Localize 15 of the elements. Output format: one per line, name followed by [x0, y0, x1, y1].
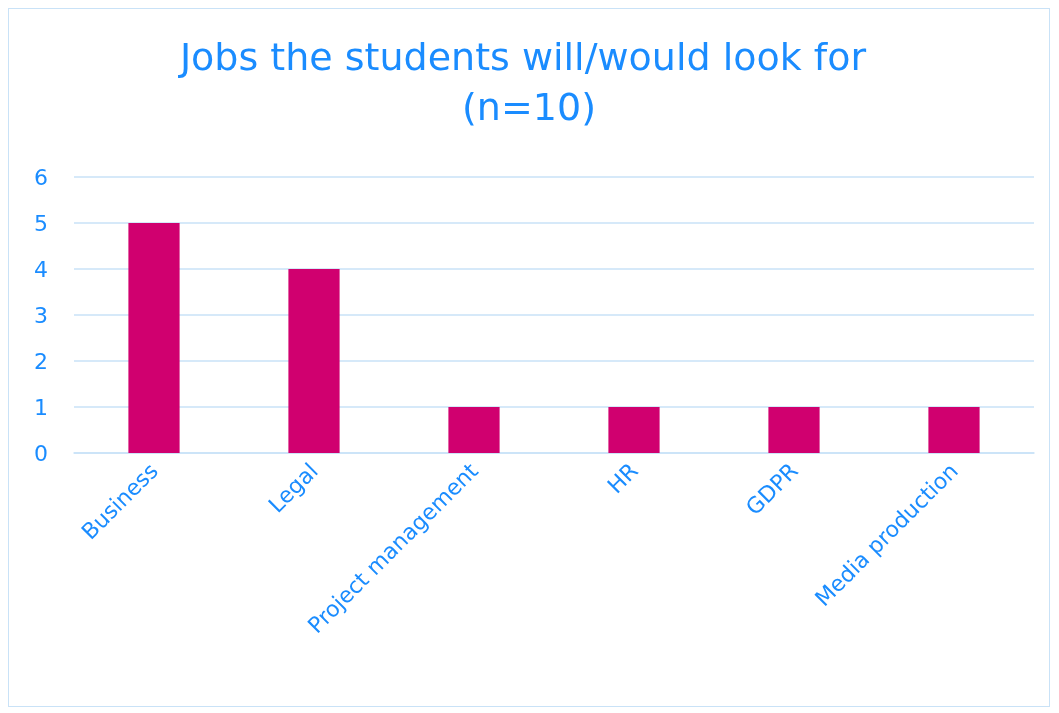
y-tick-label: 2: [34, 348, 48, 374]
y-tick-label: 0: [34, 440, 48, 466]
bar: [768, 407, 820, 453]
y-tick-label: 5: [34, 210, 48, 236]
bar: [448, 407, 500, 453]
bar: [928, 407, 980, 453]
bar: [608, 407, 660, 453]
y-tick-label: 1: [34, 394, 48, 420]
chart-title: Jobs the students will/would look for (n=10): [177, 35, 879, 129]
bar: [128, 223, 180, 453]
bar: [288, 269, 340, 453]
x-tick-label: HR: [602, 458, 643, 499]
y-tick-label: 3: [34, 302, 48, 328]
y-tick-label: 6: [34, 164, 48, 190]
y-tick-label: 4: [34, 256, 48, 282]
